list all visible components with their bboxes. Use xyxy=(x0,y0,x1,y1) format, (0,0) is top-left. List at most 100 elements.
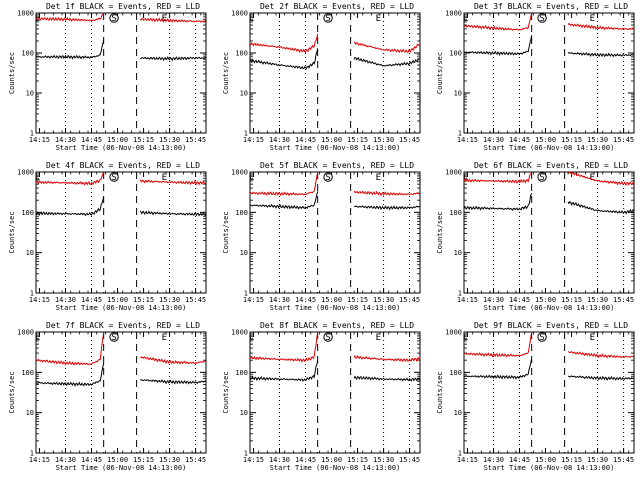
y-tick-label: 1000 xyxy=(445,10,462,18)
panel-title: Det 5f BLACK = Events, RED = LLD xyxy=(260,161,414,170)
marker-circle xyxy=(323,13,333,23)
x-tick-label: 14:30 xyxy=(483,296,504,304)
x-tick-label: 15:00 xyxy=(107,296,128,304)
x-tick-label: 14:45 xyxy=(295,296,316,304)
y-tick-label: 1000 xyxy=(231,169,248,177)
panel-title: Det 1f BLACK = Events, RED = LLD xyxy=(46,2,200,11)
marker-label: E xyxy=(376,333,381,343)
panel-title: Det 7f BLACK = Events, RED = LLD xyxy=(46,321,200,330)
y-tick-label: 10 xyxy=(454,249,462,257)
x-axis-label: Start Time (06-Nov-08 14:13:00) xyxy=(270,304,401,312)
y-tick-label: 100 xyxy=(21,50,34,58)
x-tick-label: 15:45 xyxy=(613,296,634,304)
y-tick-label: 1 xyxy=(244,290,248,298)
x-tick-label: 15:00 xyxy=(535,296,556,304)
x-tick-label: 14:15 xyxy=(457,296,478,304)
x-tick-label: 15:15 xyxy=(133,296,154,304)
x-tick-label: 15:15 xyxy=(133,136,154,144)
x-tick-label: 14:15 xyxy=(243,456,264,464)
series-events-line xyxy=(249,191,421,211)
x-tick-label: 14:30 xyxy=(269,296,290,304)
marker-label: S xyxy=(325,333,330,343)
marker-label: E xyxy=(35,173,40,183)
panel-title: Det 9f BLACK = Events, RED = LLD xyxy=(474,321,628,330)
marker-circle xyxy=(323,172,333,182)
panel-det-4: Det 4f BLACK = Events, RED = LLD 1 10 100 10… xyxy=(8,161,207,312)
series-events-line xyxy=(464,358,635,382)
x-tick-label: 15:45 xyxy=(613,136,634,144)
y-tick-label: 1 xyxy=(458,130,462,138)
x-tick-label: 14:45 xyxy=(295,136,316,144)
marker-label: S xyxy=(539,173,544,183)
x-tick-label: 15:00 xyxy=(107,136,128,144)
x-tick-label: 14:30 xyxy=(269,136,290,144)
y-axis-label: Counts/sec xyxy=(222,371,230,413)
plot-frame xyxy=(463,331,635,454)
y-tick-label: 100 xyxy=(21,209,34,217)
x-axis-label: Start Time (06-Nov-08 14:13:00) xyxy=(56,304,187,312)
x-tick-label: 14:15 xyxy=(457,456,478,464)
x-tick-label: 15:30 xyxy=(587,296,608,304)
x-tick-label: 14:30 xyxy=(483,136,504,144)
x-tick-label: 15:30 xyxy=(373,136,394,144)
y-tick-label: 100 xyxy=(21,369,34,377)
y-tick-label: 100 xyxy=(449,209,462,217)
marker-label: S xyxy=(111,173,116,183)
x-tick-label: 14:45 xyxy=(509,296,530,304)
marker-label: E xyxy=(162,333,167,343)
marker-label: S xyxy=(111,14,116,24)
x-tick-label: 15:00 xyxy=(535,136,556,144)
y-tick-label: 10 xyxy=(454,409,462,417)
x-tick-label: 15:45 xyxy=(399,456,420,464)
x-tick-label: 15:00 xyxy=(321,296,342,304)
x-tick-label: 15:30 xyxy=(159,296,180,304)
marker-label: E xyxy=(249,333,254,343)
y-tick-label: 1000 xyxy=(231,329,248,337)
y-tick-label: 1 xyxy=(458,450,462,458)
marker-label: E xyxy=(249,14,254,24)
y-tick-label: 1 xyxy=(244,450,248,458)
y-tick-label: 10 xyxy=(26,409,34,417)
x-tick-label: 15:00 xyxy=(535,456,556,464)
marker-label: E xyxy=(463,14,468,24)
marker-label: E xyxy=(463,333,468,343)
plot-frame xyxy=(35,171,207,294)
marker-label: S xyxy=(539,14,544,24)
y-axis-label: Counts/sec xyxy=(436,371,444,413)
marker-circle xyxy=(109,332,119,342)
y-tick-label: 1 xyxy=(30,130,34,138)
x-tick-label: 14:15 xyxy=(243,296,264,304)
plot-frame xyxy=(35,12,207,134)
series-lld-line xyxy=(35,171,207,186)
marker-label: E xyxy=(590,173,595,183)
y-tick-label: 1000 xyxy=(17,169,34,177)
panel-title: Det 4f BLACK = Events, RED = LLD xyxy=(46,161,200,170)
series-lld-line xyxy=(35,12,207,23)
y-tick-label: 10 xyxy=(240,90,248,98)
series-events-line xyxy=(35,39,207,62)
panel-title: Det 3f BLACK = Events, RED = LLD xyxy=(474,2,628,11)
series-events-line xyxy=(35,362,207,387)
x-tick-label: 15:30 xyxy=(159,456,180,464)
marker-label: E xyxy=(249,173,254,183)
x-tick-label: 15:45 xyxy=(185,296,206,304)
y-tick-label: 1 xyxy=(30,290,34,298)
y-axis-label: Counts/sec xyxy=(8,371,16,413)
marker-label: E xyxy=(376,173,381,183)
panel-det-1: Det 1f BLACK = Events, RED = LLD 1 10 100 10… xyxy=(8,2,207,152)
series-lld-line xyxy=(249,33,421,54)
y-tick-label: 1000 xyxy=(17,329,34,337)
x-tick-label: 14:15 xyxy=(29,456,50,464)
series-lld-line xyxy=(249,171,421,197)
y-axis-label: Counts/sec xyxy=(8,211,16,253)
x-tick-label: 15:45 xyxy=(185,456,206,464)
x-tick-label: 15:30 xyxy=(159,136,180,144)
y-axis-label: Counts/sec xyxy=(436,52,444,94)
x-tick-label: 14:45 xyxy=(509,136,530,144)
marker-label: S xyxy=(325,173,330,183)
x-tick-label: 15:30 xyxy=(587,456,608,464)
y-tick-label: 10 xyxy=(26,249,34,257)
x-axis-label: Start Time (06-Nov-08 14:13:00) xyxy=(56,464,187,472)
x-axis-label: Start Time (06-Nov-08 14:13:00) xyxy=(484,144,615,152)
x-tick-label: 15:45 xyxy=(399,136,420,144)
